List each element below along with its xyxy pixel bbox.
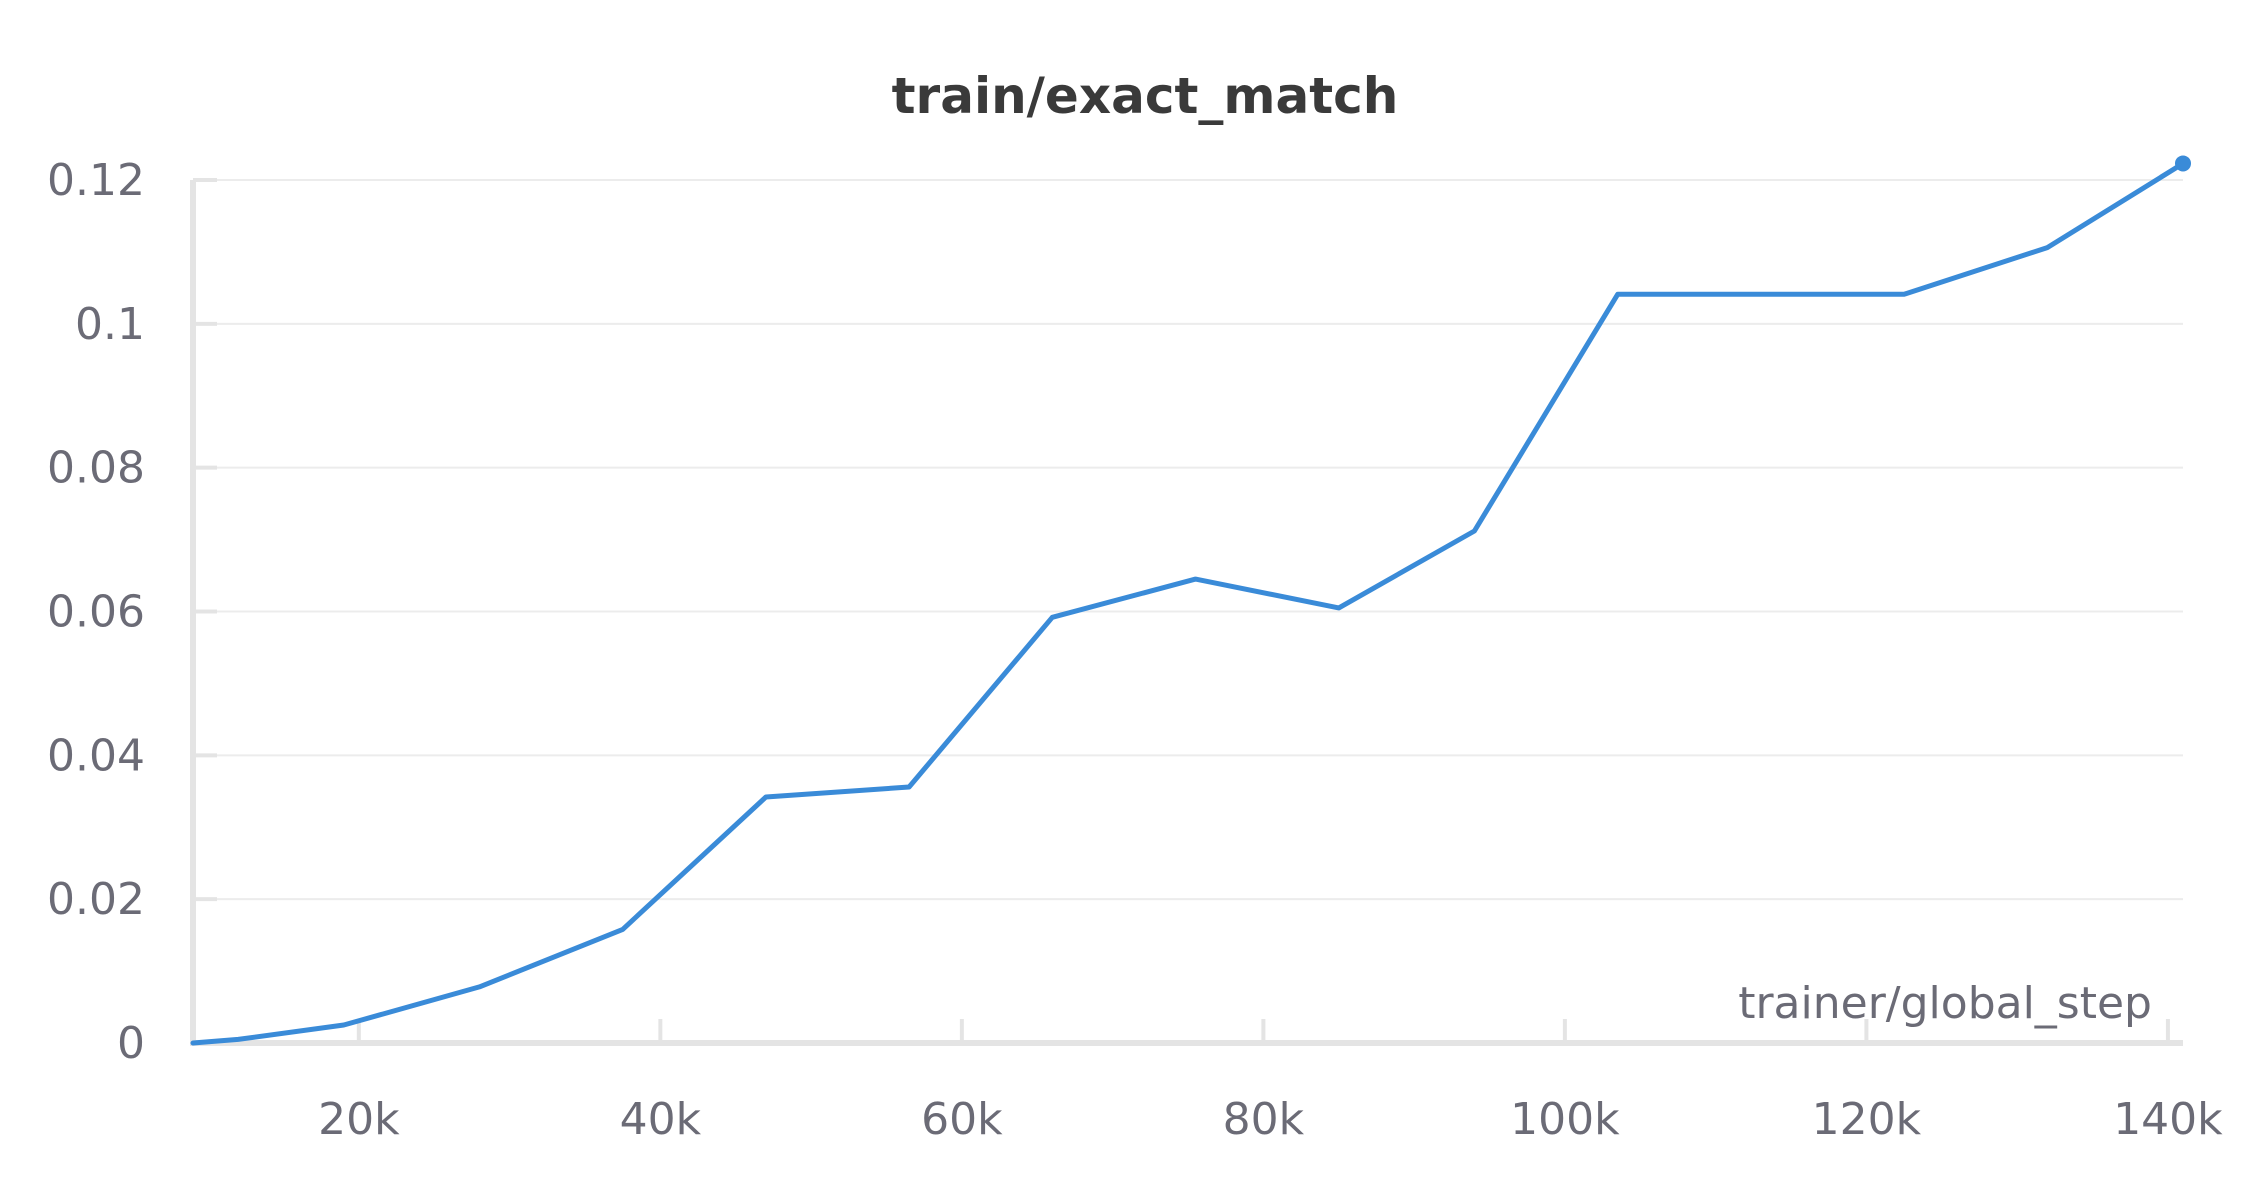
x-tick-label: 60k: [921, 1094, 1003, 1145]
x-tick-label: 100k: [1510, 1094, 1620, 1145]
series-end-point: [2175, 155, 2191, 172]
y-tick-label: 0.1: [75, 299, 145, 350]
x-tick-label: 140k: [2113, 1094, 2223, 1145]
x-tick-label: 80k: [1223, 1094, 1305, 1145]
y-tick-label: 0.08: [47, 443, 145, 494]
axis-layer: [190, 178, 2183, 1046]
y-tick-label: 0.02: [47, 874, 145, 925]
y-tick-label: 0: [117, 1018, 145, 1069]
series-line: [190, 161, 2186, 1046]
y-tick-label: 0.04: [47, 730, 145, 781]
label-layer: train/exact_match trainer/global_step 0 0…: [47, 67, 2223, 1145]
x-axis-title: trainer/global_step: [1738, 978, 2152, 1029]
x-tick-label: 40k: [620, 1094, 702, 1145]
grid-layer: [193, 179, 2183, 901]
x-tick-label: 20k: [318, 1094, 400, 1145]
y-tick-label: 0.12: [47, 155, 145, 206]
y-tick-label: 0.06: [47, 587, 145, 638]
series-layer: [190, 155, 2191, 1046]
x-tick-label: 120k: [1812, 1094, 1922, 1145]
chart-title: train/exact_match: [892, 67, 1399, 125]
